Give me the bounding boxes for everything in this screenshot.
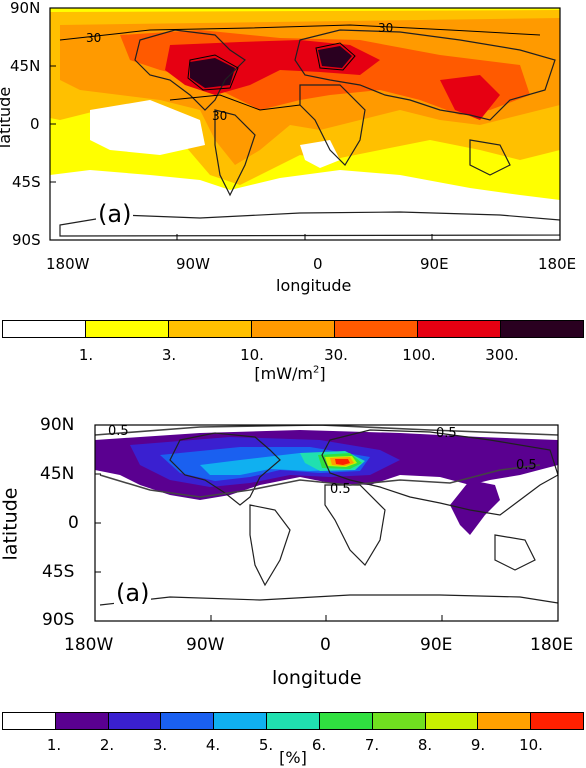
x-axis-label: longitude [276,276,352,295]
y-axis-label: latitude [0,487,22,561]
colorbar-swatch [335,321,418,337]
field-purple-east [450,480,500,535]
lat-tick-label: 45N [40,464,75,484]
colorbar-tick: 300. [485,346,519,364]
colorbar-swatch [425,713,479,729]
x-axis-label: longitude [272,667,362,689]
colorbar-bottom-cells [2,712,584,730]
colorbar-tick: 100. [402,346,436,364]
lon-tick-label: 180E [538,255,577,273]
colorbar-tick: 9. [470,736,486,754]
colorbar-tick: 8. [417,736,433,754]
colorbar-tick: 1. [46,736,62,754]
colorbar-swatch [372,713,426,729]
colorbar-swatch [86,321,169,337]
lon-tick-label: 90W [186,635,225,655]
contours-bottom [95,425,558,498]
lat-tick-label: 90N [10,0,41,17]
lat-tick-label: 0 [68,513,79,533]
lon-tick-label: 0 [320,635,331,655]
colorbar-swatch [169,321,252,337]
lon-tick-label: 180W [46,255,90,273]
colorbar-tick: 30. [324,346,348,364]
colorbar-swatch [252,321,335,337]
colorbar-unit-text: [mW/m [254,364,313,383]
colorbar-swatch [478,713,532,729]
contour-label: 0.5 [516,458,537,473]
lat-tick-label: 90S [42,610,75,630]
colorbar-tick: 10. [240,346,264,364]
lon-tick-label: 90E [420,635,453,655]
contour-label: 30 [378,21,394,35]
field-red-east [440,75,500,120]
map-panel-bottom: 0.5 0.5 0.5 0.5 90N 45N 0 45S 90S 180W 9… [0,405,586,695]
colorbar-tick: 1. [78,346,94,364]
colorbar-tick: 3. [152,736,168,754]
colorbar-swatch [267,713,320,729]
lat-tick-label: 45S [12,173,41,191]
colorbar-top: 1. 3. 10. 30. 100. 300. [mW/m2] [0,320,586,390]
y-axis-label: latitude [0,86,15,149]
lat-tick-label: 90N [40,415,75,435]
field-dark-core-west [190,58,235,88]
colorbar-swatch [501,321,583,337]
map-panel-top: 30 30 30 90N 45N 0 45S 90S 180W 90W 0 90… [0,0,586,300]
field-dark-core-east [318,46,352,68]
field-red-core [335,459,350,465]
colorbar-swatch [3,321,86,337]
lon-tick-label: 90E [420,255,449,273]
colorbar-tick: 2. [99,736,115,754]
contour-label: 30 [212,109,228,123]
coastlines-bottom [99,429,558,606]
contour-label: 0.5 [436,426,457,441]
colorbar-unit: [mW/m2] [254,364,325,383]
colorbar-unit: [%] [279,748,307,767]
colorbar-swatch [319,713,373,729]
contour-label: 30 [86,31,102,45]
colorbar-tick: 5. [258,736,274,754]
lat-tick-label: 0 [30,115,40,133]
field-white-pacific [90,100,205,155]
panel-tag: (a) [96,200,134,228]
colorbar-swatch [161,713,215,729]
colorbar-unit-sup: 2 [313,364,320,376]
panel-tag: (a) [114,579,152,607]
map-plot-top [49,7,561,241]
colorbar-swatch [55,713,109,729]
contour-label: 0.5 [330,482,351,497]
contours-top [59,24,541,111]
field-white-atlantic [300,140,340,168]
colorbar-swatch [418,321,501,337]
colorbar-swatch [108,713,162,729]
lat-tick-label: 45N [10,57,41,75]
lat-tick-label: 45S [42,562,75,582]
colorbar-unit-end: ] [319,364,326,383]
colorbar-tick: 10. [519,736,543,754]
colorbar-swatch [214,713,268,729]
lon-tick-label: 180E [530,635,574,655]
colorbar-tick: 6. [311,736,327,754]
lon-tick-label: 180W [64,635,114,655]
coastlines-top [59,29,560,237]
colorbar-tick: 4. [205,736,221,754]
colorbar-swatch [531,713,583,729]
lat-tick-label: 90S [12,231,41,249]
colorbar-bottom: 1. 2. 3. 4. 5. 6. 7. 8. 9. 10. [%] [0,712,586,768]
colorbar-tick: 7. [364,736,380,754]
lon-tick-label: 90W [176,255,210,273]
colorbar-tick: 3. [161,346,177,364]
ticks-top [49,7,561,241]
map-plot-bottom [94,424,559,622]
contour-label: 0.5 [108,424,129,439]
colorbar-swatch [3,713,56,729]
ticks-bottom [94,424,559,622]
lon-tick-label: 0 [313,255,323,273]
colorbar-top-cells [2,320,584,338]
